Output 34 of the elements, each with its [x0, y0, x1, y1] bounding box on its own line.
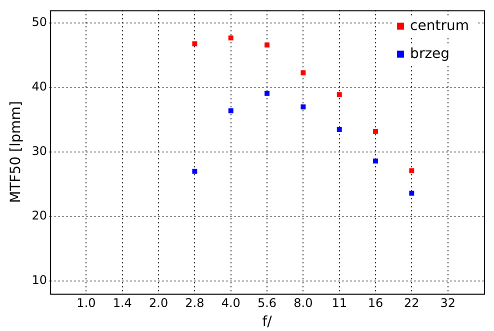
x-tick-label: 32 [440, 296, 456, 310]
x-tick-label: 2.0 [149, 296, 168, 310]
x-tick-label: 16 [368, 296, 384, 310]
x-axis-title: f/ [262, 314, 272, 330]
point [409, 190, 414, 196]
x-tick-label: 1.0 [76, 296, 96, 310]
point [228, 35, 234, 40]
y-tick-label: 10 [32, 273, 48, 288]
point [336, 92, 342, 98]
y-axis-title: MTF50 [lpmm] [8, 101, 24, 203]
point [409, 168, 414, 174]
point [300, 104, 306, 110]
point [336, 126, 342, 132]
x-tick-label: 8.0 [294, 296, 313, 310]
point [192, 41, 198, 46]
point [373, 128, 378, 134]
y-tick-label: 20 [32, 208, 48, 223]
point [264, 90, 270, 96]
legend-label: centrum [410, 18, 470, 34]
x-tick-label: 5.6 [257, 296, 277, 310]
point [373, 158, 378, 164]
x-tick-label: 1.4 [112, 296, 132, 310]
y-tick-label: 30 [32, 144, 48, 158]
y-tick-label: 40 [32, 80, 48, 94]
point [192, 168, 198, 174]
y-tick-label: 50 [32, 15, 48, 30]
x-tick-label: 2.8 [185, 296, 204, 310]
legend-label: brzeg [410, 46, 450, 62]
x-tick-label: 11 [332, 296, 347, 310]
point [228, 108, 234, 114]
x-tick-label: 22 [404, 296, 420, 310]
x-tick-label: 4.0 [221, 296, 240, 310]
point [300, 70, 306, 76]
point [264, 42, 270, 48]
